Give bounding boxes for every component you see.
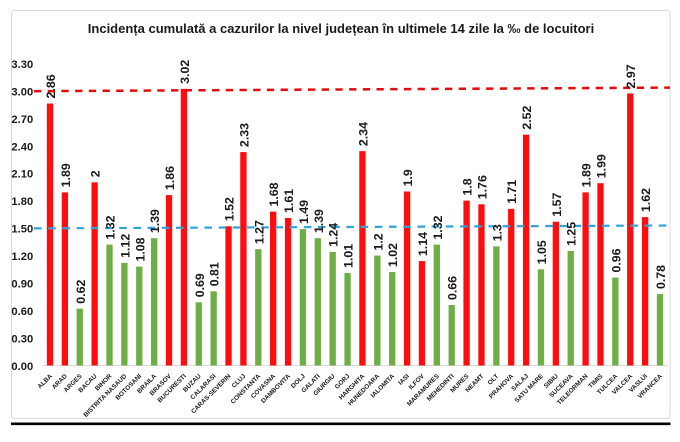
svg-text:1.39: 1.39 — [148, 209, 162, 233]
svg-text:1.86: 1.86 — [163, 166, 177, 190]
svg-text:0.66: 0.66 — [446, 276, 460, 300]
svg-text:2.10: 2.10 — [11, 169, 33, 181]
svg-text:1.05: 1.05 — [535, 240, 549, 264]
svg-text:1.27: 1.27 — [252, 220, 266, 244]
svg-text:1.57: 1.57 — [550, 192, 564, 216]
svg-text:1.62: 1.62 — [639, 188, 653, 212]
svg-text:Incidența cumulată a cazurilor: Incidența cumulată a cazurilor la nivel … — [88, 21, 594, 36]
svg-text:1.25: 1.25 — [565, 222, 579, 246]
svg-text:1.99: 1.99 — [594, 154, 608, 178]
svg-text:0.30: 0.30 — [11, 334, 33, 346]
svg-text:1.39: 1.39 — [312, 209, 326, 233]
svg-text:0.78: 0.78 — [654, 265, 668, 289]
svg-text:3.00: 3.00 — [11, 86, 33, 98]
svg-text:0.00: 0.00 — [11, 361, 33, 373]
svg-text:1.2: 1.2 — [371, 233, 385, 250]
svg-text:3.30: 3.30 — [11, 59, 33, 71]
svg-text:1.14: 1.14 — [416, 232, 430, 256]
svg-text:0.90: 0.90 — [11, 279, 33, 291]
svg-text:1.52: 1.52 — [223, 197, 237, 221]
svg-text:1.3: 1.3 — [490, 224, 504, 241]
svg-text:1.50: 1.50 — [11, 224, 33, 236]
svg-text:1.08: 1.08 — [133, 237, 147, 261]
svg-text:0.60: 0.60 — [11, 306, 33, 318]
svg-text:2.97: 2.97 — [624, 64, 638, 88]
svg-text:1.02: 1.02 — [386, 243, 400, 267]
svg-text:2.40: 2.40 — [11, 141, 33, 153]
svg-text:0.96: 0.96 — [609, 248, 623, 272]
svg-text:2.52: 2.52 — [520, 105, 534, 129]
svg-text:2.34: 2.34 — [356, 122, 370, 146]
svg-text:1.61: 1.61 — [282, 189, 296, 213]
svg-text:1.71: 1.71 — [505, 180, 519, 204]
svg-text:2.70: 2.70 — [11, 114, 33, 126]
svg-text:1.12: 1.12 — [118, 234, 132, 258]
svg-text:1.68: 1.68 — [267, 182, 281, 206]
svg-text:1.24: 1.24 — [327, 223, 341, 247]
svg-text:1.9: 1.9 — [401, 169, 415, 186]
svg-text:1.20: 1.20 — [11, 251, 33, 263]
svg-text:2: 2 — [89, 170, 103, 177]
svg-text:0.62: 0.62 — [74, 279, 88, 303]
svg-text:1.01: 1.01 — [342, 244, 356, 268]
svg-text:1.76: 1.76 — [475, 175, 489, 199]
svg-text:0.69: 0.69 — [193, 273, 207, 297]
svg-text:1.89: 1.89 — [59, 163, 73, 187]
svg-text:1.49: 1.49 — [297, 200, 311, 224]
svg-text:1.32: 1.32 — [431, 215, 445, 239]
svg-text:0.81: 0.81 — [208, 262, 222, 286]
svg-text:3.02: 3.02 — [178, 60, 192, 84]
svg-text:2.86: 2.86 — [44, 74, 58, 98]
svg-text:1.80: 1.80 — [11, 196, 33, 208]
svg-text:1.32: 1.32 — [104, 215, 118, 239]
svg-text:1.89: 1.89 — [580, 163, 594, 187]
svg-text:1.8: 1.8 — [461, 178, 475, 195]
svg-text:2.33: 2.33 — [237, 123, 251, 147]
